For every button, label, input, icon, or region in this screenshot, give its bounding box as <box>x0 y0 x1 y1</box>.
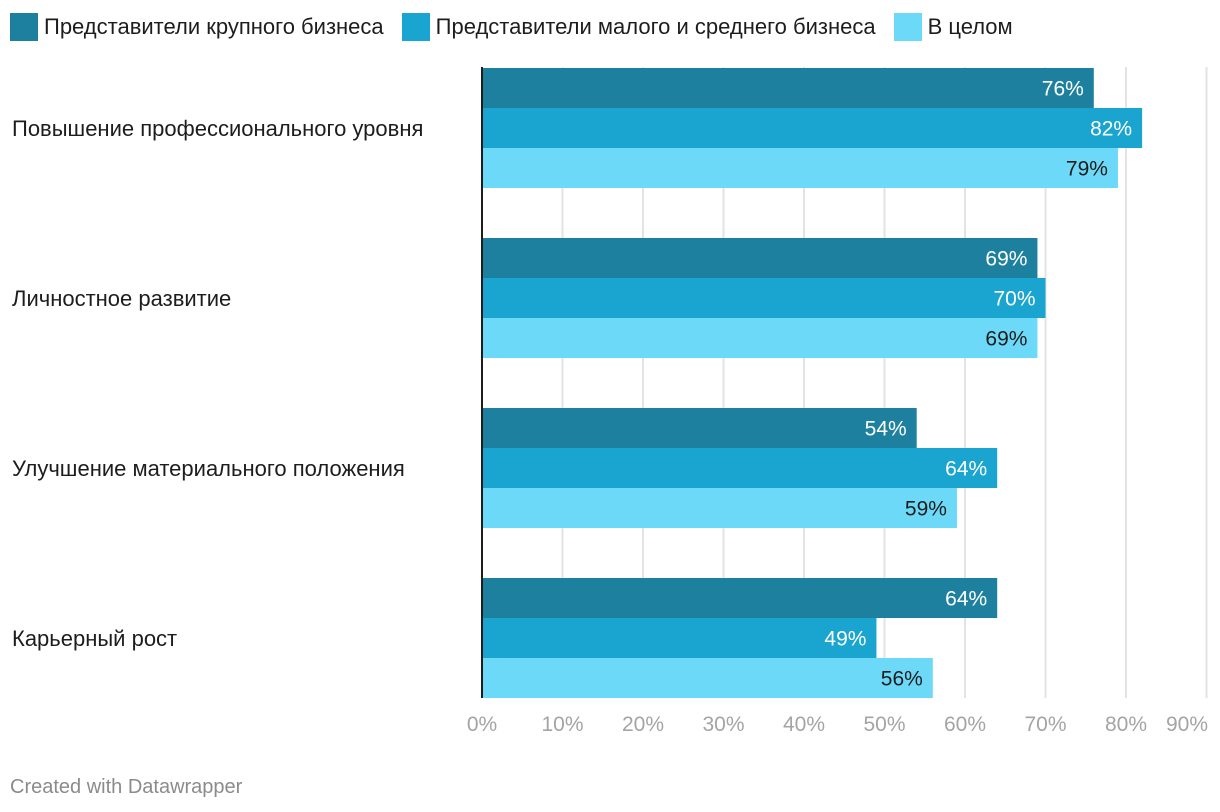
category-label-3: Карьерный рост <box>12 626 177 651</box>
bar-value-label-1-0: 69% <box>985 248 1027 271</box>
bar-3-1 <box>482 618 877 658</box>
category-label-1: Личностное развитие <box>12 286 231 311</box>
bar-3-0 <box>482 578 998 618</box>
x-tick-label-40: 40% <box>783 713 825 736</box>
bar-value-label-1-1: 70% <box>993 288 1035 311</box>
x-tick-label-90: 90% <box>1166 713 1208 736</box>
bar-value-label-2-2: 59% <box>905 498 947 521</box>
x-tick-label-60: 60% <box>944 713 986 736</box>
category-label-2: Улучшение материального положения <box>12 456 405 481</box>
x-tick-label-20: 20% <box>622 713 664 736</box>
bar-2-2 <box>482 488 957 528</box>
bar-2-0 <box>482 408 917 448</box>
bar-1-0 <box>482 238 1038 278</box>
legend-swatch-large-business <box>10 13 38 41</box>
bar-value-label-0-1: 82% <box>1090 118 1132 141</box>
legend-item-overall: В целом <box>893 13 1013 41</box>
x-tick-label-10: 10% <box>541 713 583 736</box>
bar-1-1 <box>482 278 1046 318</box>
bar-0-0 <box>482 68 1094 108</box>
legend-item-small-medium-business: Представители малого и среднего бизнеса <box>401 13 876 41</box>
bar-0-1 <box>482 108 1143 148</box>
bar-value-label-0-2: 79% <box>1066 158 1108 181</box>
bar-2-1 <box>482 448 998 488</box>
bar-value-label-1-2: 69% <box>985 328 1027 351</box>
x-tick-label-0: 0% <box>467 713 497 736</box>
bar-value-label-2-0: 54% <box>865 418 907 441</box>
bar-3-2 <box>482 658 933 698</box>
bar-1-2 <box>482 318 1038 358</box>
x-tick-label-80: 80% <box>1105 713 1147 736</box>
bar-value-label-3-2: 56% <box>881 668 923 691</box>
legend-swatch-small-medium-business <box>401 13 430 41</box>
bar-value-label-2-1: 64% <box>945 458 987 481</box>
bar-value-label-0-0: 76% <box>1042 78 1084 101</box>
x-tick-label-70: 70% <box>1024 713 1066 736</box>
x-tick-label-30: 30% <box>702 713 744 736</box>
legend-item-large-business: Представители крупного бизнеса <box>10 13 384 41</box>
datawrapper-credit: Created with Datawrapper <box>10 776 243 798</box>
legend-swatch-overall <box>893 13 922 41</box>
chart-legend: Представители крупного бизнеса Представи… <box>10 10 1013 44</box>
legend-label-overall: В целом <box>927 14 1013 39</box>
legend-label-small-medium-business: Представители малого и среднего бизнеса <box>435 14 876 39</box>
bar-0-2 <box>482 148 1118 188</box>
bar-value-label-3-1: 49% <box>824 628 866 651</box>
bar-value-label-3-0: 64% <box>945 588 987 611</box>
x-tick-label-50: 50% <box>863 713 905 736</box>
legend-label-large-business: Представители крупного бизнеса <box>44 14 384 39</box>
category-label-0: Повышение профессионального уровня <box>12 116 423 141</box>
